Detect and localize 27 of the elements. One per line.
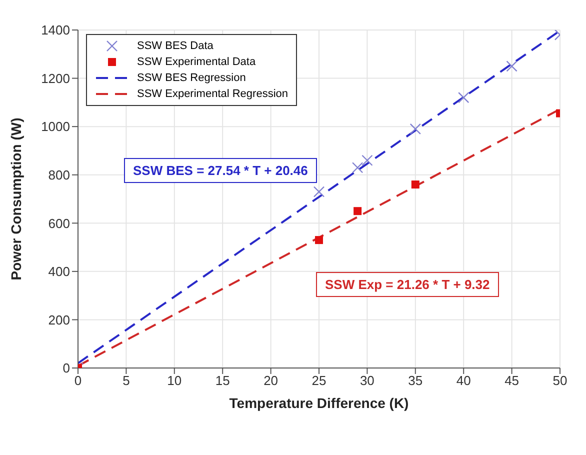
x-tick-label: 25	[312, 373, 326, 388]
legend-label: SSW BES Data	[137, 40, 214, 52]
y-tick-label: 200	[48, 312, 70, 328]
x-tick-label: 35	[408, 373, 423, 388]
annotation: SSW Exp = 21.26 * T + 9.32	[316, 272, 499, 297]
y-tick-label: 1000	[41, 119, 70, 134]
legend-label: SSW Experimental Regression	[137, 88, 288, 100]
x-tick-label: 5	[122, 373, 130, 388]
x-tick-label: 45	[504, 373, 520, 388]
x-tick-label: 30	[360, 373, 374, 388]
x-tick-label: 0	[74, 373, 82, 388]
annotation: SSW BES = 27.54 * T + 20.46	[124, 158, 317, 183]
y-axis-title: Power Consumption (W)	[8, 118, 24, 280]
y-tick-label: 400	[48, 264, 70, 280]
x-tick-label: 50	[552, 373, 568, 388]
y-tick-label: 0	[62, 360, 70, 376]
y-tick-label: 1400	[41, 22, 70, 38]
y-tick-label: 600	[48, 216, 70, 231]
legend-label: SSW BES Regression	[137, 72, 246, 84]
y-tick-label: 800	[48, 167, 70, 182]
y-tick-label: 1200	[41, 70, 70, 86]
x-tick-label: 10	[167, 373, 182, 388]
legend-label: SSW Experimental Data	[137, 56, 256, 68]
x-tick-label: 15	[215, 373, 230, 388]
x-tick-label: 40	[456, 373, 471, 388]
x-tick-label: 20	[264, 373, 278, 388]
x-axis-title: Temperature Difference (K)	[229, 395, 409, 411]
